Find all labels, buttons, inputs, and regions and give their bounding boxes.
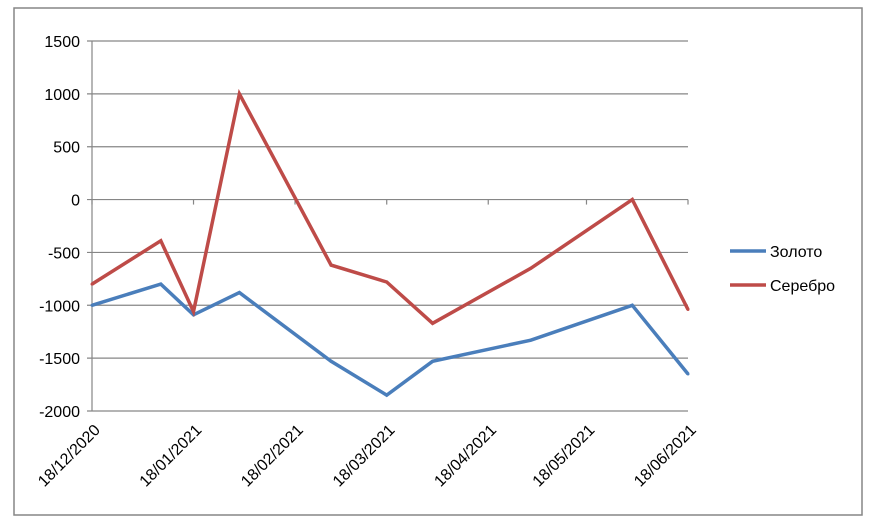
series-line-gold [91,282,690,398]
data-point [385,280,389,284]
data-point [192,310,196,314]
data-point [385,393,389,397]
data-point [329,263,333,267]
data-point [529,266,533,270]
data-point [90,303,94,307]
y-tick-label: 500 [53,140,80,157]
y-tick-label: 1500 [44,34,80,51]
data-point [431,321,435,325]
y-tick-label: 0 [71,193,80,210]
legend-label: Золото [770,244,822,261]
data-point [686,308,690,312]
y-tick-label: 1000 [44,87,80,104]
chart-frame [13,7,863,516]
legend-label: Серебро [770,278,835,295]
y-tick-label: -1000 [39,298,80,315]
data-point [431,359,435,363]
series-line-silver [91,88,690,326]
y-tick-label: -2000 [39,404,80,421]
data-point [237,92,241,96]
data-point [159,239,163,243]
data-point [329,359,333,363]
data-point [630,198,634,202]
y-tick-label: -500 [48,245,80,262]
y-tick-label: -1500 [39,351,80,368]
data-point [529,338,533,342]
data-point [90,282,94,286]
data-point [237,291,241,295]
data-point [159,282,163,286]
data-point [630,303,634,307]
data-point [686,372,690,376]
